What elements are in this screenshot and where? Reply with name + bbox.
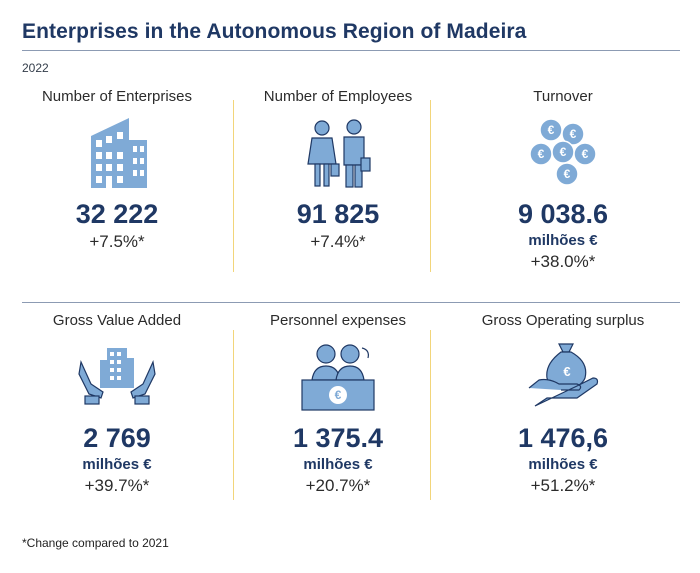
indicator-change: +39.7%* (84, 476, 150, 495)
employees-icon (307, 119, 371, 188)
indicator-gross-value-added: Gross Value Added 2 769 milhões € +39.7%… (12, 310, 222, 497)
footnote: *Change compared to 2021 (22, 536, 169, 550)
indicator-value: 91 825 (296, 199, 380, 229)
indicator-turnover: Turnover € € € € € € 9 038.6 milhões € +38.0… (458, 86, 668, 273)
svg-text:€: € (582, 147, 589, 161)
euro-coins-icon: € €€ € €€ (529, 118, 597, 186)
indicator-value: 1 375.4 (292, 423, 384, 453)
money-bag-hand-icon: € (528, 343, 599, 407)
reference-year: 2022 (22, 61, 49, 75)
column-divider (233, 100, 234, 272)
indicator-change: +7.4%* (310, 232, 366, 251)
svg-text:€: € (548, 123, 555, 137)
indicator-employees: Number of Employees 91 825 +7.4%* (233, 86, 443, 253)
indicator-change: +20.7%* (305, 476, 371, 495)
column-divider (233, 330, 234, 500)
svg-text:€: € (563, 364, 570, 379)
indicator-label: Number of Enterprises (41, 88, 193, 105)
hands-building-icon (78, 348, 156, 405)
indicator-personnel-expenses: Personnel expenses € 1 375.4 milhões € +… (233, 310, 443, 497)
indicator-label: Number of Employees (263, 88, 413, 105)
column-divider (430, 100, 431, 272)
column-divider (430, 330, 431, 500)
svg-text:€: € (570, 127, 577, 141)
indicator-value: 2 769 (83, 423, 151, 453)
indicator-unit: milhões € (528, 232, 598, 249)
indicator-label: Turnover (533, 88, 593, 105)
indicator-label: Gross Value Added (52, 312, 182, 329)
svg-text:€: € (564, 167, 571, 181)
indicator-value: 9 038.6 (517, 199, 609, 229)
indicator-label: Personnel expenses (270, 312, 406, 329)
indicator-unit: milhões € (528, 456, 598, 473)
indicator-change: +7.5%* (89, 232, 145, 251)
svg-text:€: € (538, 147, 545, 161)
indicator-label: Gross Operating surplus (481, 312, 645, 329)
indicator-value: 32 222 (75, 199, 159, 229)
page-title: Enterprises in the Autonomous Region of … (22, 20, 527, 43)
row-divider (22, 302, 680, 303)
indicator-gross-operating-surplus: Gross Operating surplus € 1 476,6 milhõe… (458, 310, 668, 497)
indicator-unit: milhões € (82, 456, 152, 473)
office-building-icon (91, 118, 147, 188)
indicator-change: +38.0%* (530, 252, 596, 271)
indicator-unit: milhões € (303, 456, 373, 473)
svg-text:€: € (560, 145, 567, 159)
indicator-change: +51.2%* (530, 476, 596, 495)
svg-text:€: € (335, 388, 342, 402)
indicator-value: 1 476,6 (517, 423, 609, 453)
personnel-desk-icon: € (301, 344, 375, 411)
title-divider (22, 50, 680, 51)
indicator-enterprises: Number of Enterprises 32 222 +7.5%* (12, 86, 222, 253)
